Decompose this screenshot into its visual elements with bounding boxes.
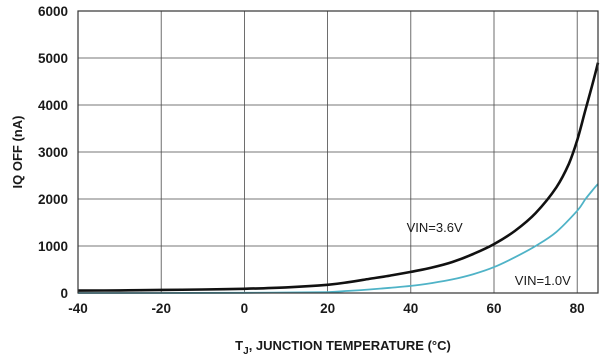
y-tick-label: 5000 (38, 51, 68, 66)
x-tick-label: -40 (68, 301, 88, 316)
x-tick-labels: -40 -20 0 20 40 60 80 (68, 301, 584, 316)
y-tick-label: 6000 (38, 4, 68, 19)
y-tick-label: 4000 (38, 98, 68, 113)
grid-lines (77, 10, 598, 294)
x-axis-title-main: T (235, 338, 243, 353)
series-lines (77, 62, 600, 294)
y-axis-title: IQ OFF (nA) (10, 116, 25, 189)
x-tick-label: 0 (241, 301, 249, 316)
x-axis-title-rest: , JUNCTION TEMPERATURE (°C) (249, 338, 451, 353)
x-tick-label: 20 (320, 301, 335, 316)
y-tick-label: 1000 (38, 239, 68, 254)
series-line-0 (77, 62, 600, 292)
y-tick-label: 0 (60, 286, 68, 301)
x-axis-title: TJ, JUNCTION TEMPERATURE (°C) (235, 338, 451, 357)
plot-frame (77, 10, 599, 294)
series-label-vin-1-0v: VIN=1.0V (515, 273, 571, 288)
x-tick-label: -20 (151, 301, 171, 316)
y-tick-labels: 0 1000 2000 3000 4000 5000 6000 (38, 4, 68, 301)
x-tick-label: 80 (570, 301, 585, 316)
x-axis-title-subscript: J (243, 346, 249, 357)
x-tick-label: 60 (486, 301, 501, 316)
x-tick-label: 40 (403, 301, 418, 316)
y-tick-label: 2000 (38, 192, 68, 207)
series-label-vin-3-6v: VIN=3.6V (407, 220, 463, 235)
y-tick-label: 3000 (38, 145, 68, 160)
